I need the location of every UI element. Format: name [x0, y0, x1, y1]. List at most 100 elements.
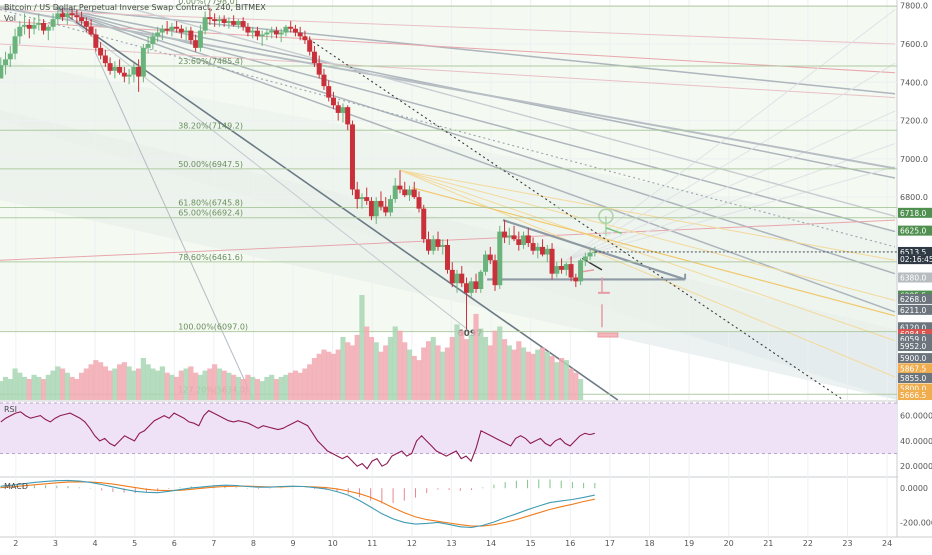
candle-body	[549, 248, 555, 274]
price-tag-label: 6211.0	[900, 306, 926, 315]
macd-pane: 0.0000 -200.0000	[0, 479, 932, 529]
candle-body	[112, 66, 118, 71]
candle-body	[22, 24, 28, 27]
price-tag-label: 6380.0	[900, 274, 926, 283]
candle-body	[197, 30, 203, 48]
price-axis-bg	[898, 0, 932, 536]
candle-body	[69, 13, 75, 16]
volume-bar	[26, 379, 32, 400]
volume-bar	[364, 326, 370, 400]
candle-body	[468, 281, 474, 293]
volume-bar	[188, 366, 194, 400]
volume-bar	[573, 372, 579, 400]
fib-level-label: 61.80%(6745.8)	[178, 199, 243, 208]
time-tick-label: 19	[684, 539, 694, 548]
candle-body	[359, 197, 365, 200]
volume-bar	[136, 368, 142, 400]
volume-bar	[131, 370, 137, 400]
volume-bar	[402, 342, 408, 400]
volume-bar	[83, 368, 89, 400]
volume-bar	[435, 345, 441, 400]
volume-bar	[345, 342, 351, 400]
price-tag	[898, 293, 932, 304]
candle-body	[592, 251, 598, 253]
time-tick-label: 4	[92, 539, 97, 548]
candle-body	[64, 13, 70, 18]
candle-body	[483, 254, 489, 272]
price-tag-label: 5867.5	[900, 364, 926, 373]
projection-fan	[566, 62, 896, 261]
candle-body	[511, 235, 517, 240]
volume-bar	[554, 362, 560, 400]
candle-body	[406, 189, 412, 196]
fib-fan	[399, 169, 896, 301]
time-tick-label: 5	[132, 539, 137, 548]
candle-body	[335, 105, 341, 113]
volume-bar	[78, 372, 85, 400]
time-tick-label: 15	[526, 539, 536, 548]
time-tick-label: 8	[251, 539, 256, 548]
candle-body	[259, 34, 265, 37]
candle-body	[582, 256, 588, 261]
volume-bar	[416, 360, 422, 400]
price-tag	[898, 207, 932, 218]
volume-bar	[501, 339, 508, 400]
price-tag-label: 6059.0	[900, 335, 926, 344]
candle-body	[435, 239, 441, 247]
volume-bar	[406, 349, 413, 400]
volume-bar	[563, 360, 569, 400]
time-tick-label: 20	[724, 539, 734, 548]
volume-bar	[378, 351, 384, 400]
volume-bar	[487, 345, 493, 400]
price-tag	[898, 304, 932, 315]
volume-bar	[326, 351, 332, 400]
candle-body	[402, 189, 408, 196]
price-tag-label: 6625.0	[900, 227, 926, 236]
resistance-fan	[0, 43, 896, 99]
candle-body	[478, 271, 484, 289]
volume-bar	[226, 372, 232, 400]
candle-body	[121, 72, 127, 77]
candle-body	[492, 260, 498, 286]
triangle-upper	[502, 219, 686, 281]
price-tick-label: 7000.0	[900, 155, 928, 164]
volume-bar	[283, 374, 289, 400]
volume-bar	[539, 347, 546, 400]
volume-bar	[468, 334, 474, 400]
price-tag-label: 6120.0	[900, 323, 926, 332]
candle-body	[216, 19, 222, 22]
price-tag	[898, 225, 932, 236]
fan-line	[55, 6, 896, 95]
candle-body	[231, 21, 237, 25]
price-tick-label: 7600.0	[900, 40, 928, 49]
candle-body	[3, 59, 9, 66]
candle-body	[364, 197, 370, 201]
price-tick-label: 7400.0	[900, 78, 928, 87]
candle-body	[544, 248, 550, 255]
candle-body	[368, 200, 374, 217]
volume-bar	[140, 358, 146, 400]
volume-bar	[69, 376, 75, 400]
volume-bar	[117, 364, 123, 400]
candle-body	[155, 32, 161, 37]
candle-body	[207, 17, 213, 20]
candle-body	[506, 235, 512, 238]
volume-bar	[235, 376, 242, 400]
candle-body	[188, 30, 194, 41]
volume-bar	[88, 364, 94, 400]
volume-bar	[316, 353, 322, 400]
volume-bar	[516, 341, 522, 400]
fib-fan	[399, 169, 896, 342]
candle-body	[150, 36, 156, 45]
axis-layer: 7800.0 7600.0 7400.0 7200.0 7000.0 6800.0 6718…	[594, 0, 932, 536]
fan-line	[55, 6, 896, 313]
price-tag	[898, 322, 932, 333]
volume-bar	[164, 372, 170, 400]
volume-bar	[520, 347, 527, 400]
volume-bar	[197, 374, 203, 400]
candle-body	[525, 235, 531, 244]
candle-body	[269, 30, 275, 33]
candle-body	[311, 51, 317, 64]
time-tick-label: 13	[446, 539, 456, 548]
